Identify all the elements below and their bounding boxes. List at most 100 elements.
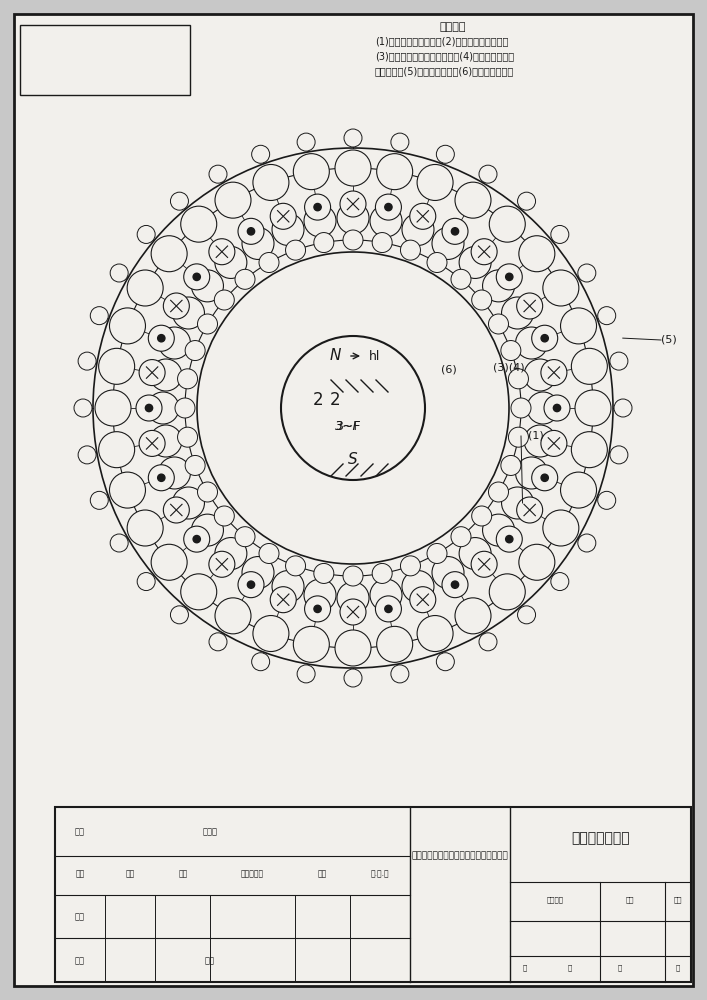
Circle shape xyxy=(110,472,146,508)
Circle shape xyxy=(377,626,413,662)
Circle shape xyxy=(215,598,251,634)
Text: 不用原动机的静止式三相交流同步发电机: 不用原动机的静止式三相交流同步发电机 xyxy=(411,852,508,860)
Text: (1)硅钢片叠成的外铁芯(2)硅钢片叠成的内铁芯: (1)硅钢片叠成的外铁芯(2)硅钢片叠成的内铁芯 xyxy=(375,36,508,46)
Circle shape xyxy=(181,574,217,610)
Circle shape xyxy=(501,341,521,361)
Circle shape xyxy=(147,392,179,424)
Circle shape xyxy=(372,563,392,583)
Circle shape xyxy=(459,246,491,278)
Circle shape xyxy=(150,359,182,391)
Circle shape xyxy=(238,572,264,598)
Circle shape xyxy=(209,633,227,651)
Circle shape xyxy=(170,192,189,210)
Circle shape xyxy=(432,557,464,589)
Text: 的半匝线圈(5)励磁绕组的端头(6)发电机的主绕组: 的半匝线圈(5)励磁绕组的端头(6)发电机的主绕组 xyxy=(375,66,514,76)
Circle shape xyxy=(272,213,304,245)
Circle shape xyxy=(281,336,425,480)
Circle shape xyxy=(158,474,165,481)
Circle shape xyxy=(515,327,547,359)
Text: 年.月.日: 年.月.日 xyxy=(370,869,390,878)
Circle shape xyxy=(197,314,218,334)
Circle shape xyxy=(436,653,455,671)
Circle shape xyxy=(436,145,455,163)
Circle shape xyxy=(501,455,521,475)
Circle shape xyxy=(215,538,247,570)
Circle shape xyxy=(209,165,227,183)
Circle shape xyxy=(148,325,175,351)
Circle shape xyxy=(459,538,491,570)
Circle shape xyxy=(524,425,556,457)
Circle shape xyxy=(541,335,549,342)
Circle shape xyxy=(127,270,163,306)
Circle shape xyxy=(305,194,331,220)
Circle shape xyxy=(192,270,223,302)
Circle shape xyxy=(532,325,558,351)
Bar xyxy=(20,25,190,95)
Circle shape xyxy=(304,205,336,237)
Text: 部件名称: 部件名称 xyxy=(440,22,466,32)
Circle shape xyxy=(110,308,146,344)
Circle shape xyxy=(158,327,190,359)
Circle shape xyxy=(402,571,434,603)
Circle shape xyxy=(561,308,597,344)
Circle shape xyxy=(344,129,362,147)
Text: (6): (6) xyxy=(441,365,457,375)
Circle shape xyxy=(78,446,96,464)
Circle shape xyxy=(541,430,567,456)
Circle shape xyxy=(575,390,611,426)
Circle shape xyxy=(508,427,528,447)
Circle shape xyxy=(337,582,369,614)
Circle shape xyxy=(209,551,235,577)
Circle shape xyxy=(597,491,616,509)
Circle shape xyxy=(193,273,200,281)
Circle shape xyxy=(372,233,392,253)
Circle shape xyxy=(99,432,134,468)
Circle shape xyxy=(270,203,296,229)
Circle shape xyxy=(597,307,616,325)
Circle shape xyxy=(286,240,305,260)
Text: (3)外铁芯内圆槽中的半匝线圈(4)外铁芯外圆槽中: (3)外铁芯内圆槽中的半匝线圈(4)外铁芯外圆槽中 xyxy=(375,51,514,61)
Circle shape xyxy=(253,616,289,652)
Circle shape xyxy=(314,605,321,613)
Circle shape xyxy=(370,579,402,611)
Text: 张: 张 xyxy=(568,965,572,971)
Circle shape xyxy=(541,474,549,481)
Circle shape xyxy=(511,398,531,418)
Circle shape xyxy=(571,432,607,468)
Circle shape xyxy=(127,510,163,546)
Circle shape xyxy=(235,269,255,289)
Circle shape xyxy=(192,514,223,546)
Circle shape xyxy=(173,297,204,329)
Circle shape xyxy=(489,482,508,502)
Circle shape xyxy=(151,544,187,580)
Circle shape xyxy=(181,206,217,242)
Circle shape xyxy=(472,506,491,526)
Circle shape xyxy=(242,557,274,589)
Text: 设计: 设计 xyxy=(75,827,85,836)
Circle shape xyxy=(479,165,497,183)
Text: S: S xyxy=(348,452,358,468)
Circle shape xyxy=(197,252,509,564)
Text: 大学高能实验室: 大学高能实验室 xyxy=(571,832,630,846)
Circle shape xyxy=(252,653,269,671)
Circle shape xyxy=(151,236,187,272)
Text: (5): (5) xyxy=(661,335,677,345)
Circle shape xyxy=(417,164,453,200)
Circle shape xyxy=(304,579,336,611)
Circle shape xyxy=(184,526,210,552)
Circle shape xyxy=(214,506,234,526)
Circle shape xyxy=(455,598,491,634)
Circle shape xyxy=(451,527,471,547)
Text: 分区: 分区 xyxy=(178,869,187,878)
Circle shape xyxy=(214,290,234,310)
Circle shape xyxy=(427,253,447,273)
Circle shape xyxy=(272,571,304,603)
Circle shape xyxy=(455,182,491,218)
Circle shape xyxy=(517,497,543,523)
Circle shape xyxy=(610,446,628,464)
Circle shape xyxy=(496,526,522,552)
Circle shape xyxy=(110,534,128,552)
Circle shape xyxy=(506,535,513,543)
Circle shape xyxy=(518,192,536,210)
Circle shape xyxy=(139,360,165,386)
